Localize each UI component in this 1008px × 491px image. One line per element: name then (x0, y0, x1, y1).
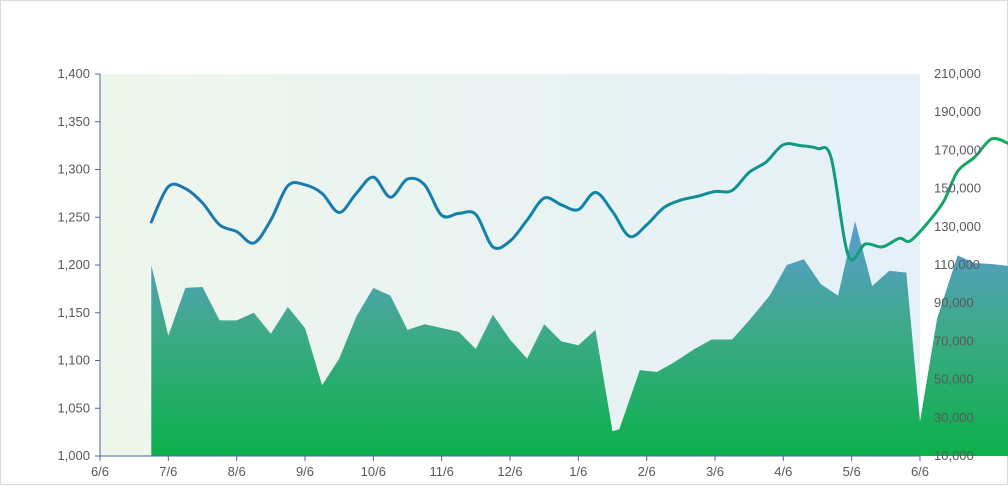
right-axis-tick-label: 150,000 (934, 181, 981, 196)
right-axis-tick-label: 190,000 (934, 104, 981, 119)
x-axis-tick-label: 11/6 (429, 464, 453, 479)
right-axis-tick-label: 90,000 (934, 295, 974, 310)
x-axis-tick-label: 12/6 (497, 464, 522, 479)
right-axis-tick-label: 130,000 (934, 219, 981, 234)
left-axis-tick-label: 1,050 (57, 400, 90, 415)
x-axis-tick-label: 5/6 (843, 464, 861, 479)
x-axis-tick-label: 4/6 (774, 464, 792, 479)
right-axis-labels: 10,000 30,000 50,000 70,000 90,000 110,000 130… (934, 66, 981, 463)
left-axis-tick-label: 1,250 (57, 209, 90, 224)
area-series-path (151, 221, 1008, 456)
left-axis-tick-label: 1,200 (57, 257, 90, 272)
x-axis-tick-label: 3/6 (706, 464, 724, 479)
x-axis-tick-label: 6/6 (91, 464, 109, 479)
x-axis-tick-label: 2/6 (638, 464, 656, 479)
left-axis-tick-label: 1,400 (57, 66, 90, 81)
right-axis-tick-label: 10,000 (934, 448, 974, 463)
right-axis-tick-label: 70,000 (934, 333, 974, 348)
right-axis-tick-label: 30,000 (934, 410, 974, 425)
right-axis-tick-label: 50,000 (934, 372, 974, 387)
line-series-path (149, 136, 1008, 262)
line-series (149, 136, 1008, 262)
x-axis-tick-label: 7/6 (159, 464, 177, 479)
left-axis-labels: 1,000 1,050 1,100 1,150 1,200 1,250 1,300 1,350… (57, 66, 100, 463)
x-axis-tick-label: 10/6 (361, 464, 386, 479)
x-axis-tick-label: 8/6 (228, 464, 246, 479)
right-axis-tick-label: 170,000 (934, 142, 981, 157)
left-axis-tick-label: 1,300 (57, 162, 90, 177)
x-axis-tick-label: 1/6 (569, 464, 587, 479)
left-axis-tick-label: 1,100 (57, 353, 90, 368)
left-axis-tick-label: 1,350 (57, 114, 90, 129)
area-series (151, 221, 1008, 456)
x-axis-tick-label: 9/6 (296, 464, 314, 479)
right-axis-tick-label: 210,000 (934, 66, 981, 81)
left-axis-tick-label: 1,150 (57, 305, 90, 320)
left-axis-tick-label: 1,000 (57, 448, 90, 463)
right-axis-tick-label: 110,000 (934, 257, 980, 272)
x-axis-labels: 6/6 7/6 8/6 9/6 10/6 11/6 12/6 1/6 2/6 3/6 4/6 5/6 6… (91, 456, 929, 479)
x-axis-tick-label: 6/6 (911, 464, 929, 479)
